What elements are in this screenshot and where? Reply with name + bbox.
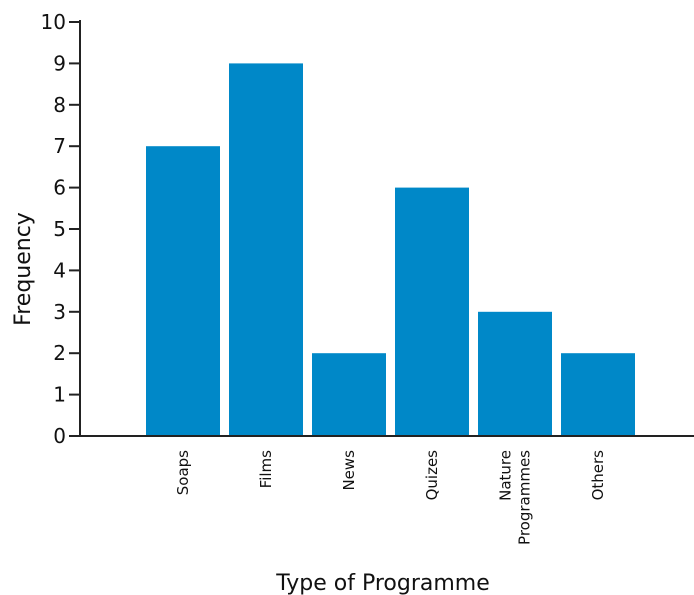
x-tick-label: News: [340, 450, 358, 491]
y-tick-label: 1: [53, 383, 66, 407]
x-tick-label-line: Programmes: [516, 450, 534, 545]
y-tick-label: 8: [53, 93, 66, 117]
bar-others: [561, 353, 635, 436]
y-tick-label: 9: [53, 51, 66, 75]
x-tick-label-line: Nature: [497, 450, 515, 501]
y-tick-label: 3: [53, 300, 66, 324]
y-axis-ticks: 0 1 2 3 4 5 6 7 8 9 10: [41, 10, 80, 448]
y-tick-label: 10: [41, 10, 66, 34]
y-tick-label: 6: [53, 176, 66, 200]
y-tick-label: 2: [53, 341, 66, 365]
x-tick-label: Soaps: [174, 450, 192, 495]
x-tick-label-line: Quizes: [423, 450, 441, 501]
x-tick-label: Quizes: [423, 450, 441, 501]
x-tick-label-line: Films: [257, 450, 275, 488]
bar-news: [312, 353, 386, 436]
bar-quizes: [395, 187, 469, 436]
x-tick-label: Others: [589, 450, 607, 501]
y-tick-label: 0: [53, 424, 66, 448]
x-axis-labels: Soaps Films News Quizes NatureProgrammes Othe…: [174, 450, 607, 545]
x-tick-label-line: News: [340, 450, 358, 491]
x-axis-title: Type of Programme: [275, 571, 490, 595]
x-tick-label: NatureProgrammes: [497, 450, 534, 545]
x-tick-label-line: Soaps: [174, 450, 192, 495]
y-tick-label: 7: [53, 134, 66, 158]
x-tick-label: Films: [257, 450, 275, 488]
bar-films: [229, 63, 303, 437]
bar-nature-programmes: [478, 311, 552, 436]
y-axis-title: Frequency: [11, 212, 36, 326]
bars-layer: [146, 63, 635, 437]
y-tick-label: 4: [53, 258, 66, 282]
y-tick-label: 5: [53, 217, 66, 241]
x-tick-label-line: Others: [589, 450, 607, 501]
bar-soaps: [146, 146, 220, 436]
